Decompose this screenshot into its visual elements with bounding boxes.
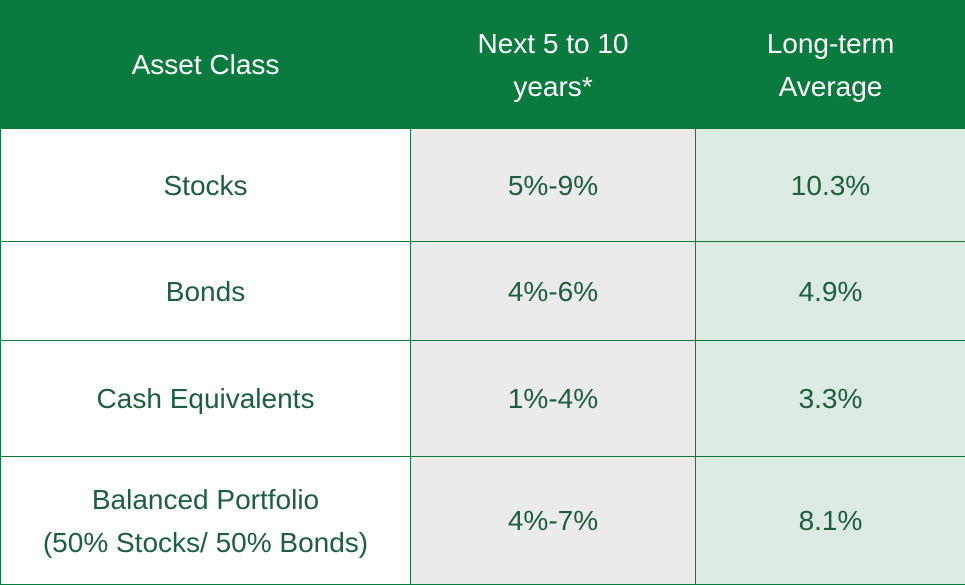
header-cell: Asset Class (1, 1, 411, 129)
table-cell: 5%-9% (411, 129, 696, 242)
table-cell: Bonds (1, 242, 411, 341)
cell-text: (50% Stocks/ 50% Bonds) (1, 521, 410, 564)
cell-text: Asset Class (1, 43, 410, 86)
cell-text: 1%-4% (411, 377, 695, 420)
cell-text: Balanced Portfolio (1, 478, 410, 521)
table-cell: 8.1% (696, 457, 965, 585)
table-row: Balanced Portfolio(50% Stocks/ 50% Bonds… (1, 457, 965, 585)
cell-text: Long-term (696, 22, 965, 65)
table-cell: Stocks (1, 129, 411, 242)
cell-text: 3.3% (696, 377, 965, 420)
cell-text: Average (696, 65, 965, 108)
table-cell: 3.3% (696, 341, 965, 457)
table-cell: 10.3% (696, 129, 965, 242)
cell-text: Next 5 to 10 (411, 22, 695, 65)
cell-text: 10.3% (696, 164, 965, 207)
cell-text: 4%-6% (411, 270, 695, 313)
cell-text: Bonds (1, 270, 410, 313)
cell-text: Stocks (1, 164, 410, 207)
cell-text: 8.1% (696, 499, 965, 542)
cell-text: years* (411, 65, 695, 108)
cell-text: Cash Equivalents (1, 377, 410, 420)
cell-text: 4.9% (696, 270, 965, 313)
table-cell: Balanced Portfolio(50% Stocks/ 50% Bonds… (1, 457, 411, 585)
table-cell: 4%-7% (411, 457, 696, 585)
table-cell: 1%-4% (411, 341, 696, 457)
table-cell: Cash Equivalents (1, 341, 411, 457)
cell-text: 5%-9% (411, 164, 695, 207)
cell-text: 4%-7% (411, 499, 695, 542)
table-cell: 4%-6% (411, 242, 696, 341)
table-cell: 4.9% (696, 242, 965, 341)
